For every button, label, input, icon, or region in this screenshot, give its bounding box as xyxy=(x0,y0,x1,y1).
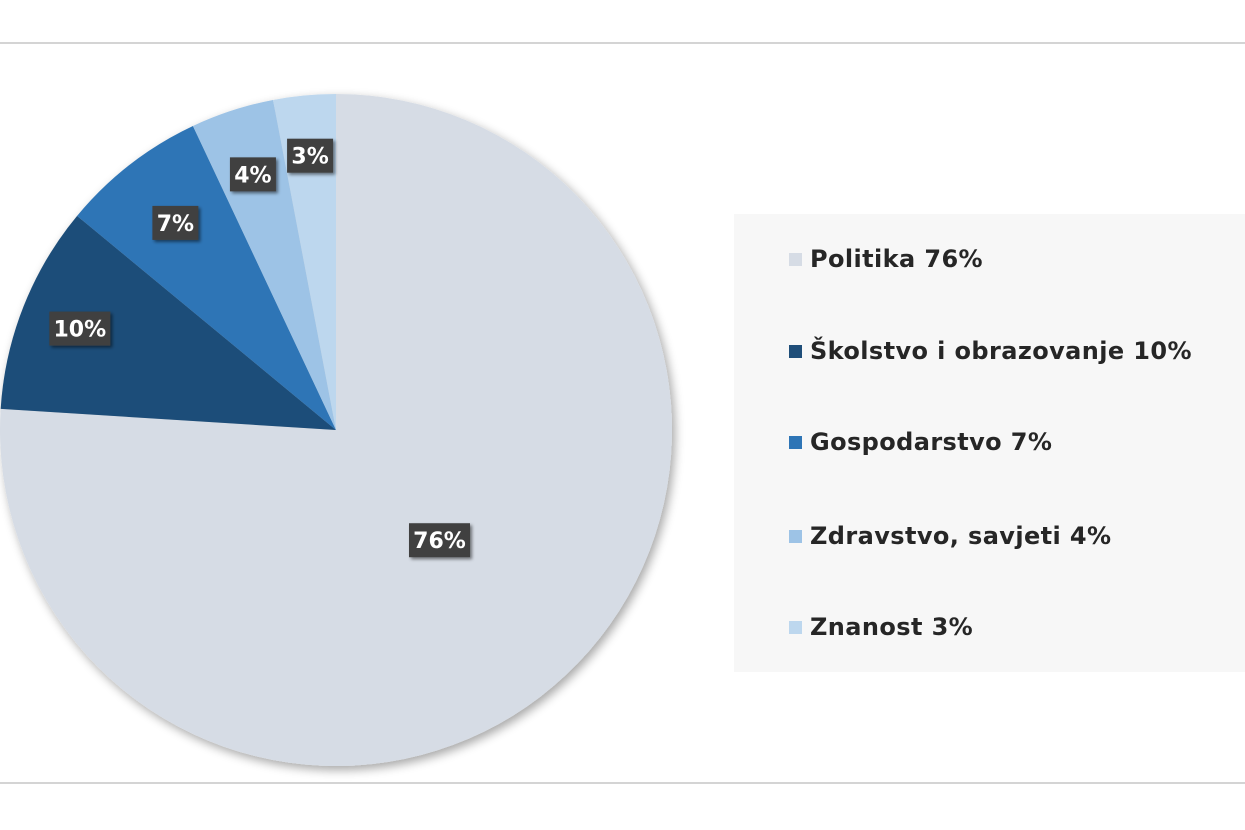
legend-item-skolstvo: Školstvo i obrazovanje 10% xyxy=(789,336,1192,366)
legend-swatch xyxy=(789,252,802,266)
data-label-zdravstvo: 4% xyxy=(229,157,276,192)
legend-swatch xyxy=(789,620,802,634)
legend-label: Znanost 3% xyxy=(810,613,974,641)
legend-swatch xyxy=(789,529,802,543)
legend-item-zdravstvo: Zdravstvo, savjeti 4% xyxy=(789,521,1111,551)
data-label-gospodarstvo: 7% xyxy=(152,205,199,240)
pie-slice-zdravstvo xyxy=(192,99,336,431)
svg-text:76%: 76% xyxy=(413,529,466,554)
svg-text:4%: 4% xyxy=(234,163,271,188)
legend-swatch xyxy=(789,435,802,449)
svg-text:3%: 3% xyxy=(291,145,328,170)
data-label-politika: 76% xyxy=(409,523,471,558)
data-label-znanost: 3% xyxy=(287,138,334,173)
bottom-divider xyxy=(0,782,1245,784)
pie-slice-politika xyxy=(0,94,672,766)
legend-item-politika: Politika 76% xyxy=(789,244,983,274)
pie-slice-skolstvo xyxy=(0,215,336,430)
pie-slice-znanost xyxy=(273,94,336,430)
legend-item-znanost: Znanost 3% xyxy=(789,612,973,642)
data-label-skolstvo: 10% xyxy=(49,311,111,346)
chart-legend: Politika 76% Školstvo i obrazovanje 10% … xyxy=(734,214,1245,672)
svg-text:10%: 10% xyxy=(53,318,106,343)
svg-text:7%: 7% xyxy=(157,212,194,237)
top-divider xyxy=(0,42,1245,44)
legend-label: Zdravstvo, savjeti 4% xyxy=(810,522,1112,550)
legend-swatch xyxy=(789,344,802,358)
legend-item-gospodarstvo: Gospodarstvo 7% xyxy=(789,427,1052,457)
pie-slice-gospodarstvo xyxy=(77,125,337,430)
legend-label: Školstvo i obrazovanje 10% xyxy=(810,337,1192,365)
legend-label: Gospodarstvo 7% xyxy=(810,428,1053,456)
legend-label: Politika 76% xyxy=(810,245,983,273)
